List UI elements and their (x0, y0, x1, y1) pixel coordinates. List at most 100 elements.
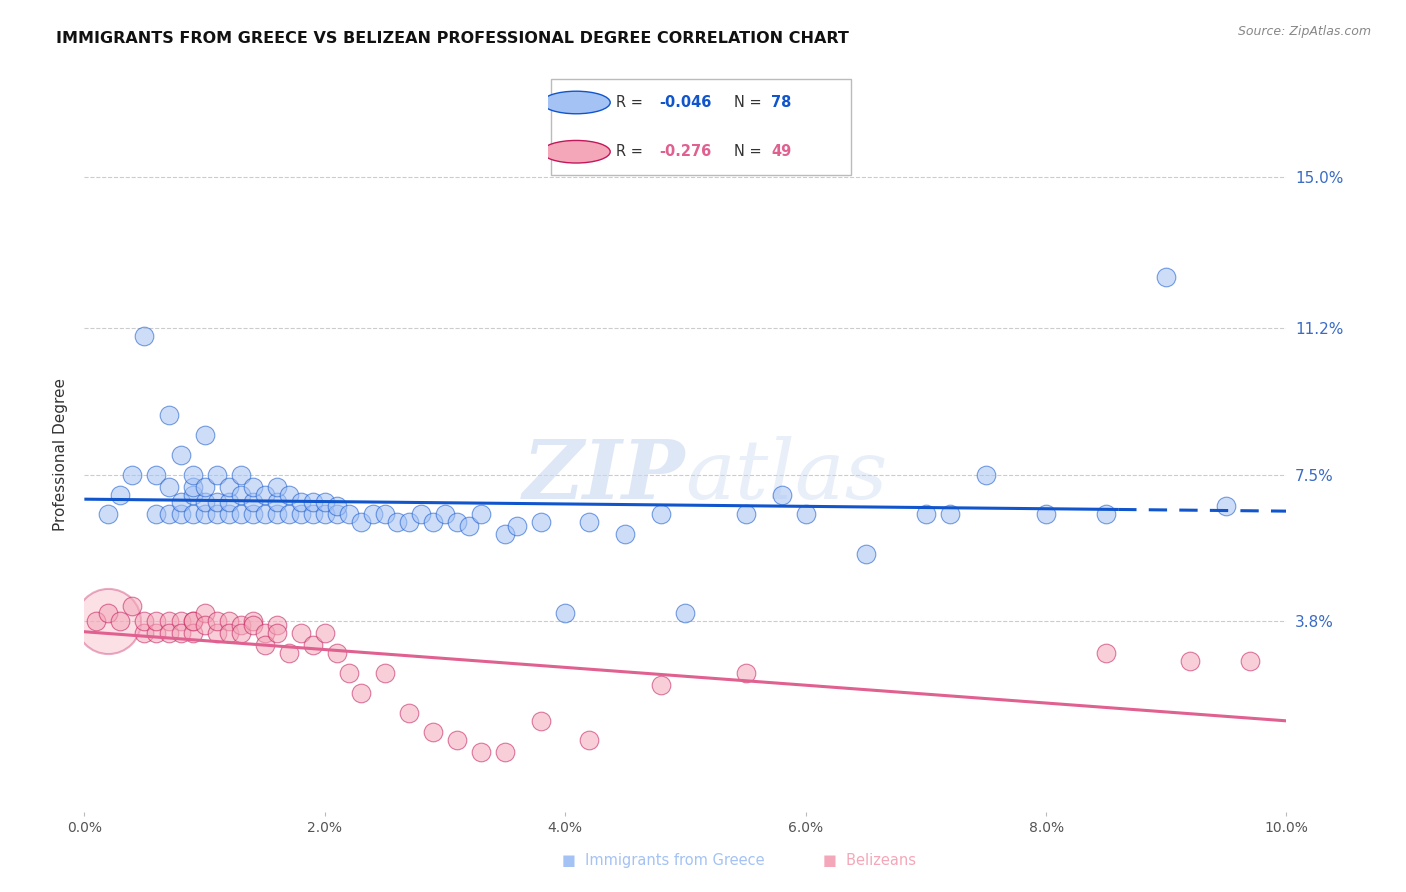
Point (614, 527, 637, 541)
Point (266, 618, 288, 632)
Point (266, 508, 288, 522)
Point (974, 467, 997, 482)
Point (205, 467, 228, 482)
Point (145, 626, 167, 640)
Point (181, 615, 204, 629)
Point (277, 646, 299, 660)
Point (266, 480, 288, 494)
Point (253, 638, 276, 652)
Point (97, 615, 120, 629)
Point (337, 508, 360, 522)
Point (169, 448, 191, 462)
Point (218, 615, 240, 629)
Point (326, 646, 349, 660)
Point (290, 495, 312, 509)
Point (157, 626, 180, 640)
Text: 49: 49 (770, 145, 792, 160)
Point (314, 626, 336, 640)
Point (794, 508, 817, 522)
Point (205, 495, 228, 509)
Point (1095, 646, 1118, 660)
Point (1156, 269, 1178, 284)
Point (194, 428, 217, 442)
Circle shape (543, 91, 610, 114)
Point (675, 607, 697, 621)
Point (110, 615, 132, 629)
Point (494, 745, 516, 759)
Point (181, 480, 204, 494)
Point (1095, 508, 1118, 522)
Point (398, 516, 420, 530)
Point (169, 495, 191, 509)
Point (409, 508, 432, 522)
Point (578, 733, 600, 747)
Point (253, 508, 276, 522)
Point (374, 665, 396, 680)
Text: ■  Immigrants from Greece: ■ Immigrants from Greece (562, 854, 765, 868)
Text: -0.276: -0.276 (659, 145, 711, 160)
Text: ZIP: ZIP (523, 436, 686, 516)
Point (326, 500, 349, 514)
Point (385, 516, 408, 530)
Point (939, 508, 962, 522)
Point (229, 618, 252, 632)
Text: -0.046: -0.046 (659, 95, 711, 110)
Circle shape (543, 140, 610, 163)
Point (121, 467, 143, 482)
Point (326, 508, 349, 522)
Point (301, 638, 323, 652)
Point (301, 508, 323, 522)
Point (1035, 508, 1057, 522)
Point (86, 615, 108, 629)
Point (530, 516, 553, 530)
Point (470, 745, 492, 759)
Point (650, 678, 672, 692)
Point (110, 487, 132, 501)
Point (181, 487, 204, 501)
Point (229, 626, 252, 640)
Point (169, 508, 191, 522)
Point (194, 508, 217, 522)
FancyBboxPatch shape (551, 78, 852, 176)
Text: IMMIGRANTS FROM GREECE VS BELIZEAN PROFESSIONAL DEGREE CORRELATION CHART: IMMIGRANTS FROM GREECE VS BELIZEAN PROFE… (56, 31, 849, 46)
Text: R =: R = (616, 95, 648, 110)
Point (277, 487, 299, 501)
Point (301, 495, 323, 509)
Point (134, 626, 156, 640)
Point (422, 725, 444, 739)
Point (242, 480, 264, 494)
Point (770, 487, 793, 501)
Point (398, 706, 420, 720)
Point (290, 508, 312, 522)
Point (422, 516, 444, 530)
Point (157, 409, 180, 423)
Text: Source: ZipAtlas.com: Source: ZipAtlas.com (1237, 25, 1371, 38)
Point (229, 508, 252, 522)
Point (134, 615, 156, 629)
Text: 78: 78 (770, 95, 792, 110)
Point (181, 508, 204, 522)
Text: R =: R = (616, 145, 648, 160)
Point (121, 599, 143, 613)
Point (1180, 654, 1202, 668)
Point (350, 686, 373, 700)
Point (242, 615, 264, 629)
Point (374, 508, 396, 522)
Point (650, 508, 672, 522)
Point (242, 495, 264, 509)
Y-axis label: Professional Degree: Professional Degree (53, 378, 69, 532)
Point (205, 615, 228, 629)
Point (97, 508, 120, 522)
Point (145, 615, 167, 629)
Point (266, 495, 288, 509)
Point (1215, 500, 1237, 514)
Point (578, 516, 600, 530)
Point (242, 618, 264, 632)
Point (494, 527, 516, 541)
Point (554, 607, 576, 621)
Point (458, 519, 481, 533)
Point (434, 508, 457, 522)
Point (218, 480, 240, 494)
Point (446, 516, 468, 530)
Point (169, 615, 191, 629)
